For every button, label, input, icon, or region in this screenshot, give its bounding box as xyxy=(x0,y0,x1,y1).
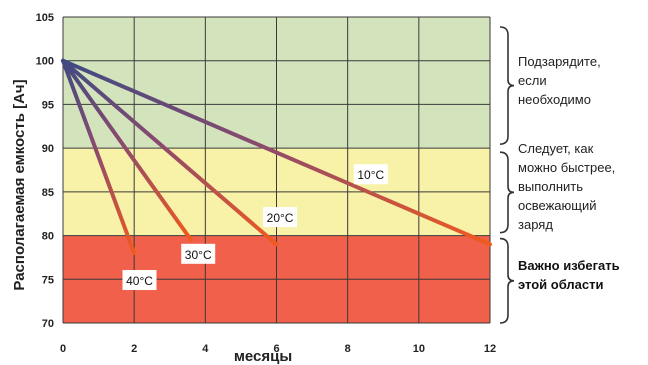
series-label: 20°C xyxy=(267,211,294,225)
series-label-box xyxy=(181,243,216,264)
zone-note-recharge: Подзарядите, если необходимо xyxy=(518,52,646,109)
series-label-box xyxy=(353,164,388,185)
series-line xyxy=(61,58,492,247)
x-axis-title: месяцы xyxy=(234,348,292,365)
note-line: Следует, как xyxy=(518,141,594,156)
brace xyxy=(499,237,515,324)
braces xyxy=(499,26,515,324)
series-group xyxy=(61,58,492,256)
x-tick-label: 4 xyxy=(202,343,209,355)
note-line: этой области xyxy=(518,277,604,292)
zone-note-refresh: Следует, как можно быстрее, выполнить ос… xyxy=(518,139,646,234)
x-tick-label: 6 xyxy=(273,343,279,355)
ticks: 0 2 4 6 8 10 12 70 75 80 85 90 95 100 105 xyxy=(36,12,496,355)
series-label-box xyxy=(122,270,157,291)
note-line: можно быстрее, xyxy=(518,160,616,175)
brace xyxy=(499,26,515,145)
y-tick-label: 95 xyxy=(42,99,54,111)
x-tick-label: 10 xyxy=(413,343,425,355)
y-tick-label: 100 xyxy=(36,56,54,68)
series-label: 30°C xyxy=(185,248,212,262)
series-label-box xyxy=(263,207,298,228)
note-line: Важно избегать xyxy=(518,258,620,273)
note-line: заряд xyxy=(518,217,553,232)
series-label: 40°C xyxy=(126,274,153,288)
y-tick-label: 85 xyxy=(42,187,54,199)
y-tick-label: 90 xyxy=(42,143,54,155)
x-tick-label: 0 xyxy=(60,343,66,355)
y-tick-label: 70 xyxy=(42,318,54,330)
series-labels: 10°C 20°C 30°C 40°C xyxy=(122,164,388,291)
gridlines xyxy=(62,16,491,324)
series-line xyxy=(61,58,137,256)
y-tick-label: 80 xyxy=(42,231,54,243)
y-axis-title: Располагаемая емкость [Ач] xyxy=(11,79,28,290)
note-line: выполнить xyxy=(518,179,583,194)
y-tick-label: 105 xyxy=(36,12,54,24)
note-line: освежающий xyxy=(518,198,597,213)
series-line xyxy=(61,58,194,242)
x-tick-label: 2 xyxy=(131,343,137,355)
brace xyxy=(499,151,515,234)
note-line: Подзарядите, xyxy=(518,54,601,69)
note-line: необходимо xyxy=(518,92,591,107)
x-tick-label: 12 xyxy=(484,343,496,355)
series-label: 10°C xyxy=(357,168,384,182)
note-line: если xyxy=(518,73,547,88)
x-tick-label: 8 xyxy=(345,343,351,355)
zone-note-avoid: Важно избегать этой области xyxy=(518,256,646,294)
series-line xyxy=(61,58,279,247)
y-tick-label: 75 xyxy=(42,274,54,286)
